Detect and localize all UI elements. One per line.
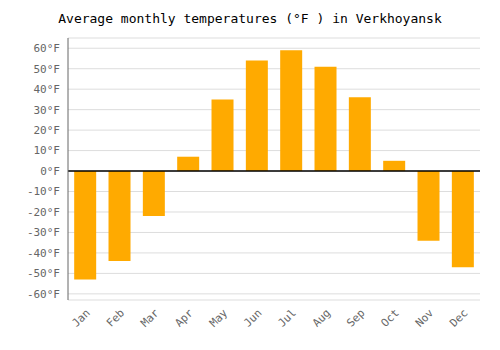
svg-text:40°F: 40°F (34, 83, 61, 96)
svg-text:Oct: Oct (379, 306, 402, 329)
svg-text:50°F: 50°F (34, 63, 61, 76)
svg-text:60°F: 60°F (34, 42, 61, 55)
svg-text:Jul: Jul (276, 306, 299, 329)
svg-text:Aug: Aug (310, 306, 333, 329)
svg-text:30°F: 30°F (34, 104, 61, 117)
svg-text:Dec: Dec (447, 306, 470, 329)
svg-text:Sep: Sep (344, 306, 367, 329)
svg-text:-60°F: -60°F (27, 288, 60, 301)
svg-text:-40°F: -40°F (27, 247, 60, 260)
svg-text:-10°F: -10°F (27, 185, 60, 198)
svg-text:Apr: Apr (173, 306, 197, 330)
svg-text:-50°F: -50°F (27, 267, 60, 280)
svg-text:-30°F: -30°F (27, 226, 60, 239)
svg-text:10°F: 10°F (34, 144, 61, 157)
svg-text:May: May (207, 306, 231, 330)
svg-text:Mar: Mar (138, 306, 162, 330)
svg-text:Jun: Jun (241, 306, 264, 329)
svg-text:Jan: Jan (70, 306, 93, 329)
svg-text:Nov: Nov (413, 306, 437, 330)
svg-text:Feb: Feb (104, 306, 127, 329)
svg-text:-20°F: -20°F (27, 206, 60, 219)
html-text:Average monthly temperatures (: Average monthly temperatures (°F ) in Ve… (58, 11, 442, 26)
svg-text:0°F: 0°F (40, 165, 60, 178)
svg-text:20°F: 20°F (34, 124, 61, 137)
